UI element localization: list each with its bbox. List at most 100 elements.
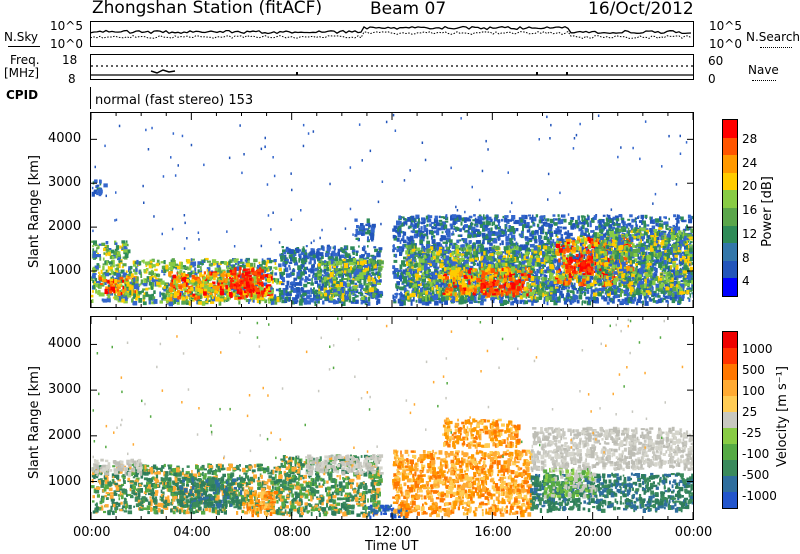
power-colorbar bbox=[722, 119, 738, 297]
velocity-colorbar-tick-5: -100 bbox=[742, 447, 770, 462]
cpid-text: normal (fast stereo) 153 bbox=[95, 93, 254, 108]
freq-label: Freq. bbox=[10, 53, 40, 67]
velocity-colorbar-swatch-8 bbox=[723, 364, 737, 380]
freq-trace bbox=[91, 65, 693, 76]
heatmap-region-5 bbox=[305, 454, 384, 476]
date-label: 16/Oct/2012 bbox=[588, 0, 694, 19]
velocity-colorbar-swatch-1 bbox=[723, 476, 737, 492]
heatmap-region-15 bbox=[91, 179, 108, 197]
power-heatmap bbox=[91, 113, 693, 307]
power-colorbar-swatch-8 bbox=[723, 137, 737, 156]
nsky-tick-low: 10^0 bbox=[50, 37, 83, 51]
heatmap-region-4 bbox=[229, 266, 265, 298]
velocity-ytick-label-0: 1000 bbox=[48, 473, 82, 489]
heatmap-region-1 bbox=[91, 458, 143, 477]
time-tick-label-3: 12:00 bbox=[373, 525, 412, 540]
time-axis-label: Time UT bbox=[365, 539, 419, 554]
nsky-trace bbox=[91, 25, 692, 40]
velocity-colorbar-swatch-5 bbox=[723, 412, 737, 428]
heatmap-region-6 bbox=[317, 258, 384, 302]
velocity-ylabel: Slant Range [km] bbox=[26, 366, 42, 479]
heatmap-region-9 bbox=[530, 472, 693, 514]
velocity-panel bbox=[90, 316, 694, 520]
heatmap-specks bbox=[91, 113, 688, 252]
power-colorbar-swatch-7 bbox=[723, 155, 737, 173]
power-colorbar-swatch-4 bbox=[723, 208, 737, 226]
velocity-ytick-label-3: 4000 bbox=[48, 336, 82, 352]
power-ytick-label-3: 4000 bbox=[48, 131, 82, 147]
heatmap-region-11 bbox=[480, 279, 521, 298]
velocity-heatmap bbox=[91, 317, 693, 519]
velocity-colorbar-label: Velocity [m s⁻¹] bbox=[774, 366, 790, 467]
power-colorbar-tick-6: 4 bbox=[742, 274, 750, 289]
velocity-colorbar-swatch-7 bbox=[723, 380, 737, 396]
velocity-colorbar-swatch-9 bbox=[723, 348, 737, 364]
freq-tick-high: 18 bbox=[62, 53, 78, 67]
velocity-colorbar-swatch-4 bbox=[723, 428, 737, 444]
power-colorbar-swatch-3 bbox=[723, 225, 737, 244]
power-ytick-label-1: 2000 bbox=[48, 219, 82, 235]
power-colorbar-swatch-0 bbox=[723, 278, 737, 296]
time-tick-label-4: 16:00 bbox=[474, 525, 512, 540]
nsky-legend-line bbox=[8, 46, 40, 47]
freq-tick-low: 8 bbox=[68, 72, 76, 86]
power-colorbar-swatch-6 bbox=[723, 172, 737, 191]
nsearch-label: N.Search bbox=[746, 30, 800, 44]
nave-label: Nave bbox=[748, 63, 779, 77]
velocity-colorbar-tick-1: 500 bbox=[742, 363, 765, 378]
power-colorbar-tick-0: 28 bbox=[742, 131, 758, 146]
velocity-colorbar-tick-3: 25 bbox=[742, 405, 758, 420]
power-colorbar-swatch-1 bbox=[723, 260, 737, 279]
power-colorbar-swatch-9 bbox=[723, 120, 737, 138]
nsearch-legend-line bbox=[760, 47, 792, 48]
nsearch-tick-low: 10^0 bbox=[709, 37, 742, 51]
nsearch-tick-high: 10^5 bbox=[709, 19, 742, 33]
power-colorbar-swatch-5 bbox=[723, 190, 737, 208]
power-colorbar-label: Power [dB] bbox=[759, 176, 775, 247]
heatmap-region-14 bbox=[592, 227, 693, 298]
time-tick-label-0: 00:00 bbox=[73, 525, 111, 540]
heatmap-specks bbox=[92, 317, 684, 460]
freq-unit: [MHz] bbox=[4, 66, 40, 80]
power-colorbar-tick-1: 24 bbox=[742, 155, 758, 170]
heatmap-region-10 bbox=[530, 426, 693, 473]
nave-legend-line bbox=[752, 80, 776, 81]
time-tick-label-1: 04:00 bbox=[173, 525, 211, 540]
velocity-ytick-label-1: 2000 bbox=[48, 427, 82, 443]
beam-label: Beam 07 bbox=[370, 0, 447, 19]
heatmap-region-7 bbox=[354, 218, 376, 243]
velocity-colorbar-swatch-3 bbox=[723, 444, 737, 460]
cpid-label: CPID bbox=[6, 88, 39, 102]
power-ytick-label-2: 3000 bbox=[48, 175, 82, 191]
nsky-tick-high: 10^5 bbox=[50, 19, 83, 33]
power-colorbar-tick-5: 8 bbox=[742, 250, 750, 265]
velocity-colorbar-tick-0: 1000 bbox=[742, 342, 773, 357]
power-colorbar-tick-4: 12 bbox=[742, 226, 758, 241]
velocity-colorbar-swatch-2 bbox=[723, 460, 737, 476]
velocity-ytick-label-2: 3000 bbox=[48, 382, 82, 398]
velocity-colorbar-swatch-10 bbox=[723, 332, 737, 348]
heatmap-region-7 bbox=[392, 449, 534, 519]
power-ytick-label-0: 1000 bbox=[48, 263, 82, 278]
power-colorbar-swatch-2 bbox=[723, 243, 737, 261]
cpid-divider bbox=[90, 87, 91, 109]
velocity-colorbar-swatch-0 bbox=[723, 492, 737, 508]
time-tick-label-6: 00:00 bbox=[674, 525, 713, 540]
velocity-colorbar-swatch-6 bbox=[723, 396, 737, 412]
heatmap-region-13 bbox=[565, 253, 595, 275]
time-tick-label-5: 20:00 bbox=[574, 525, 612, 540]
nave-tick-low: 0 bbox=[708, 72, 716, 86]
velocity-colorbar bbox=[722, 331, 738, 509]
heatmap-region-2 bbox=[178, 477, 246, 509]
time-tick-label-2: 08:00 bbox=[273, 525, 312, 540]
nsky-panel bbox=[90, 21, 694, 47]
velocity-colorbar-tick-4: -25 bbox=[742, 426, 762, 441]
power-panel bbox=[90, 112, 694, 308]
velocity-colorbar-tick-7: -1000 bbox=[742, 489, 777, 504]
nsky-label: N.Sky bbox=[4, 30, 39, 44]
freq-panel bbox=[90, 54, 694, 80]
heatmap-region-3 bbox=[242, 490, 279, 518]
nave-tick-high: 60 bbox=[708, 54, 724, 68]
power-colorbar-tick-3: 16 bbox=[742, 203, 758, 218]
power-colorbar-tick-2: 20 bbox=[742, 179, 758, 194]
